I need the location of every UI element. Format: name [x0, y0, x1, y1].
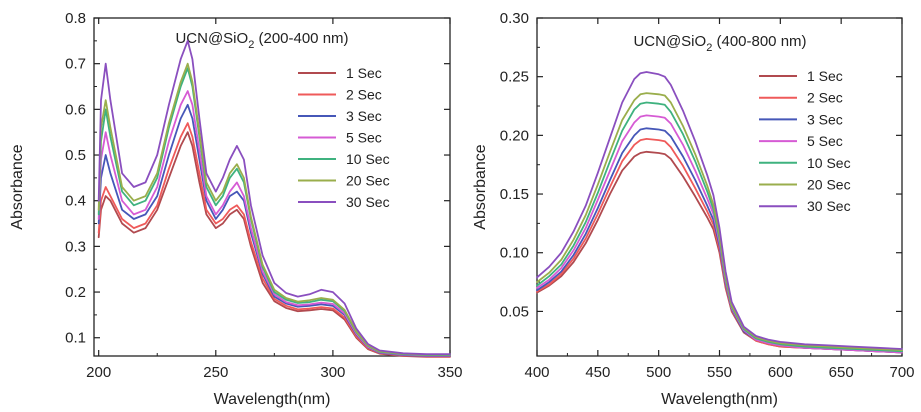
legend-label: 3 Sec	[346, 108, 382, 124]
series-line-30-sec	[97, 39, 451, 356]
series-line-20-sec	[97, 62, 451, 356]
chart-title-subscript: 2	[706, 42, 712, 54]
legend-label: 20 Sec	[807, 177, 851, 193]
series-line-10-sec	[97, 67, 451, 357]
series-line-2-sec	[536, 137, 903, 354]
y-tick-label: 0.4	[65, 193, 86, 210]
chart-title-suffix: (200-400 nm)	[254, 30, 348, 47]
legend-label: 30 Sec	[807, 198, 851, 214]
legend-label: 1 Sec	[346, 65, 382, 81]
y-tick-label: 0.20	[500, 127, 529, 144]
y-tick-label: 0.1	[65, 330, 86, 347]
x-tick-label: 600	[768, 364, 793, 381]
legend-label: 20 Sec	[346, 173, 390, 189]
series-line-5-sec	[97, 90, 451, 357]
chart-title-subscript: 2	[248, 39, 254, 51]
x-tick-label: 300	[320, 364, 345, 381]
y-tick-label: 0.6	[65, 101, 86, 118]
series-line-3-sec	[97, 103, 451, 357]
x-tick-label: 700	[889, 364, 914, 381]
legend-label: 30 Sec	[346, 194, 390, 210]
x-axis-title: Wavelength(nm)	[661, 391, 778, 408]
x-tick-label: 450	[585, 364, 610, 381]
x-tick-label: 500	[646, 364, 671, 381]
legend-label: 10 Sec	[346, 151, 390, 167]
y-axis-title: Absorbance	[9, 144, 26, 229]
y-tick-label: 0.7	[65, 56, 86, 73]
series-line-20-sec	[536, 92, 903, 352]
legend-label: 2 Sec	[346, 87, 382, 103]
chart-panel-2: 400 450 500 550 600 650 700 0.05 0.10 0.15 0.20 0.2…	[472, 10, 915, 408]
y-tick-label: 0.25	[500, 69, 529, 86]
chart-title: UCN@SiO2 (200-400 nm)	[175, 30, 348, 51]
y-tick-label: 0.10	[500, 245, 529, 262]
legend-label: 10 Sec	[807, 155, 851, 171]
chart-title-suffix: (400-800 nm)	[712, 33, 806, 50]
y-tick-label: 0.2	[65, 284, 86, 301]
series-line-30-sec	[536, 71, 903, 350]
series-line-1-sec	[97, 131, 451, 358]
x-tick-label: 650	[829, 364, 854, 381]
x-tick-label: 350	[437, 364, 462, 381]
x-tick-label: 200	[86, 364, 111, 381]
legend-label: 1 Sec	[807, 68, 843, 84]
x-axis-title: Wavelength(nm)	[214, 391, 331, 408]
legend-label: 5 Sec	[807, 133, 843, 149]
x-tick-label: 250	[203, 364, 228, 381]
legend-label: 2 Sec	[807, 90, 843, 106]
y-tick-label: 0.15	[500, 186, 529, 203]
chart-title: UCN@SiO2 (400-800 nm)	[633, 33, 806, 54]
legend-label: 3 Sec	[807, 111, 843, 127]
y-axis-title: Absorbance	[472, 144, 489, 229]
series-line-5-sec	[536, 114, 903, 354]
y-tick-label: 0.05	[500, 303, 529, 320]
series-line-10-sec	[536, 101, 903, 353]
series-line-2-sec	[97, 122, 451, 358]
y-tick-label: 0.30	[500, 10, 529, 27]
plot-frame	[93, 17, 451, 357]
chart-panel-1: 200 250 300 350 0.1 0.2 0.3 0.4 0.5 0.6 0.7 0.8 Wave…	[9, 10, 463, 408]
x-tick-label: 400	[524, 364, 549, 381]
x-tick-label: 550	[707, 364, 732, 381]
chart-title-main: UCN@SiO	[175, 30, 248, 47]
y-tick-label: 0.3	[65, 238, 86, 255]
y-tick-label: 0.8	[65, 10, 86, 27]
y-tick-label: 0.5	[65, 147, 86, 164]
legend-label: 5 Sec	[346, 130, 382, 146]
chart-title-main: UCN@SiO	[633, 33, 706, 50]
